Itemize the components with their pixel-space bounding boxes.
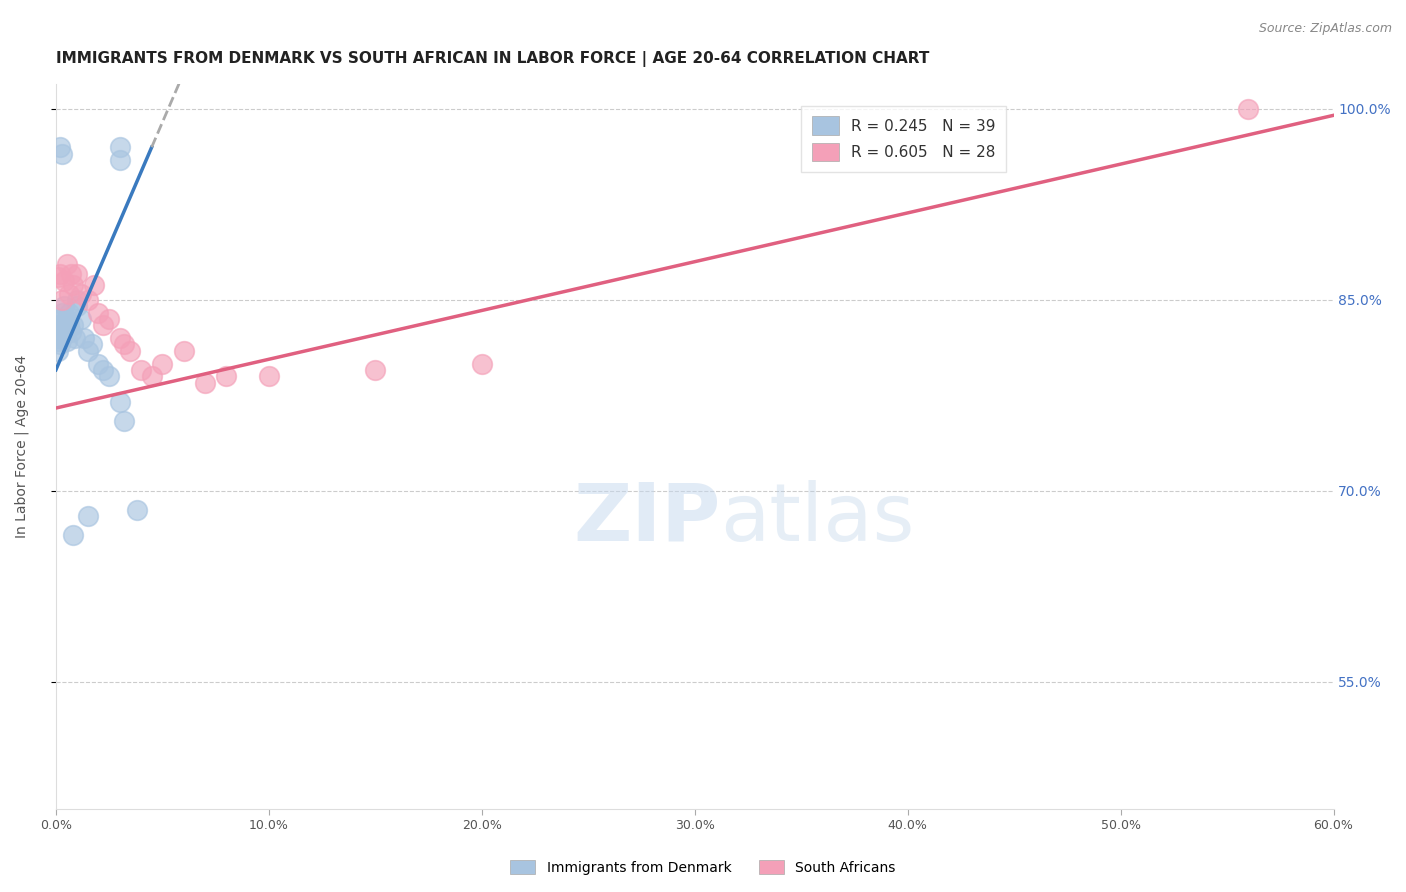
Point xyxy=(215,369,238,384)
Point xyxy=(91,363,114,377)
Point xyxy=(125,503,148,517)
Point xyxy=(58,318,80,333)
Point xyxy=(46,270,69,285)
Point xyxy=(51,146,73,161)
Point xyxy=(46,318,69,333)
Point xyxy=(108,140,131,154)
Point xyxy=(76,293,98,307)
Point xyxy=(70,312,93,326)
Point xyxy=(49,140,72,154)
Text: ZIP: ZIP xyxy=(574,480,720,558)
Point xyxy=(76,343,98,358)
Point xyxy=(55,312,77,326)
Point xyxy=(53,274,76,288)
Point xyxy=(49,312,72,326)
Point xyxy=(49,321,72,335)
Point xyxy=(66,293,89,307)
Text: atlas: atlas xyxy=(720,480,915,558)
Point xyxy=(257,369,280,384)
Point xyxy=(120,343,142,358)
Point xyxy=(55,334,77,348)
Point xyxy=(51,293,73,307)
Point xyxy=(70,286,93,301)
Point xyxy=(98,369,121,384)
Text: IMMIGRANTS FROM DENMARK VS SOUTH AFRICAN IN LABOR FORCE | AGE 20-64 CORRELATION : IMMIGRANTS FROM DENMARK VS SOUTH AFRICAN… xyxy=(56,51,929,67)
Point xyxy=(46,334,69,348)
Legend: R = 0.245   N = 39, R = 0.605   N = 28: R = 0.245 N = 39, R = 0.605 N = 28 xyxy=(801,105,1007,172)
Point xyxy=(58,305,80,319)
Point xyxy=(112,414,135,428)
Point xyxy=(66,299,89,313)
Point xyxy=(150,357,173,371)
Point xyxy=(49,268,72,282)
Point xyxy=(51,305,73,319)
Point xyxy=(112,337,135,351)
Point xyxy=(98,312,121,326)
Point xyxy=(49,337,72,351)
Point xyxy=(53,325,76,339)
Point xyxy=(1237,102,1260,116)
Point xyxy=(141,369,163,384)
Point xyxy=(108,331,131,345)
Point xyxy=(46,331,69,345)
Point xyxy=(108,153,131,167)
Point xyxy=(63,331,86,345)
Point xyxy=(173,343,195,358)
Point xyxy=(87,357,110,371)
Point xyxy=(91,318,114,333)
Point xyxy=(59,268,82,282)
Y-axis label: In Labor Force | Age 20-64: In Labor Force | Age 20-64 xyxy=(15,355,30,538)
Point xyxy=(108,394,131,409)
Point xyxy=(87,305,110,319)
Point xyxy=(62,318,84,333)
Point xyxy=(83,277,105,292)
Point xyxy=(66,268,89,282)
Legend: Immigrants from Denmark, South Africans: Immigrants from Denmark, South Africans xyxy=(505,855,901,880)
Point xyxy=(364,363,387,377)
Point xyxy=(46,343,69,358)
Point xyxy=(471,357,494,371)
Point xyxy=(59,325,82,339)
Text: Source: ZipAtlas.com: Source: ZipAtlas.com xyxy=(1258,22,1392,36)
Point xyxy=(194,376,217,390)
Point xyxy=(62,528,84,542)
Point xyxy=(49,328,72,343)
Point xyxy=(51,331,73,345)
Point xyxy=(129,363,152,377)
Point xyxy=(72,331,94,345)
Point xyxy=(51,318,73,333)
Point xyxy=(58,286,80,301)
Point xyxy=(80,337,103,351)
Point xyxy=(62,277,84,292)
Point xyxy=(46,325,69,339)
Point xyxy=(55,257,77,271)
Point xyxy=(76,509,98,524)
Point xyxy=(53,299,76,313)
